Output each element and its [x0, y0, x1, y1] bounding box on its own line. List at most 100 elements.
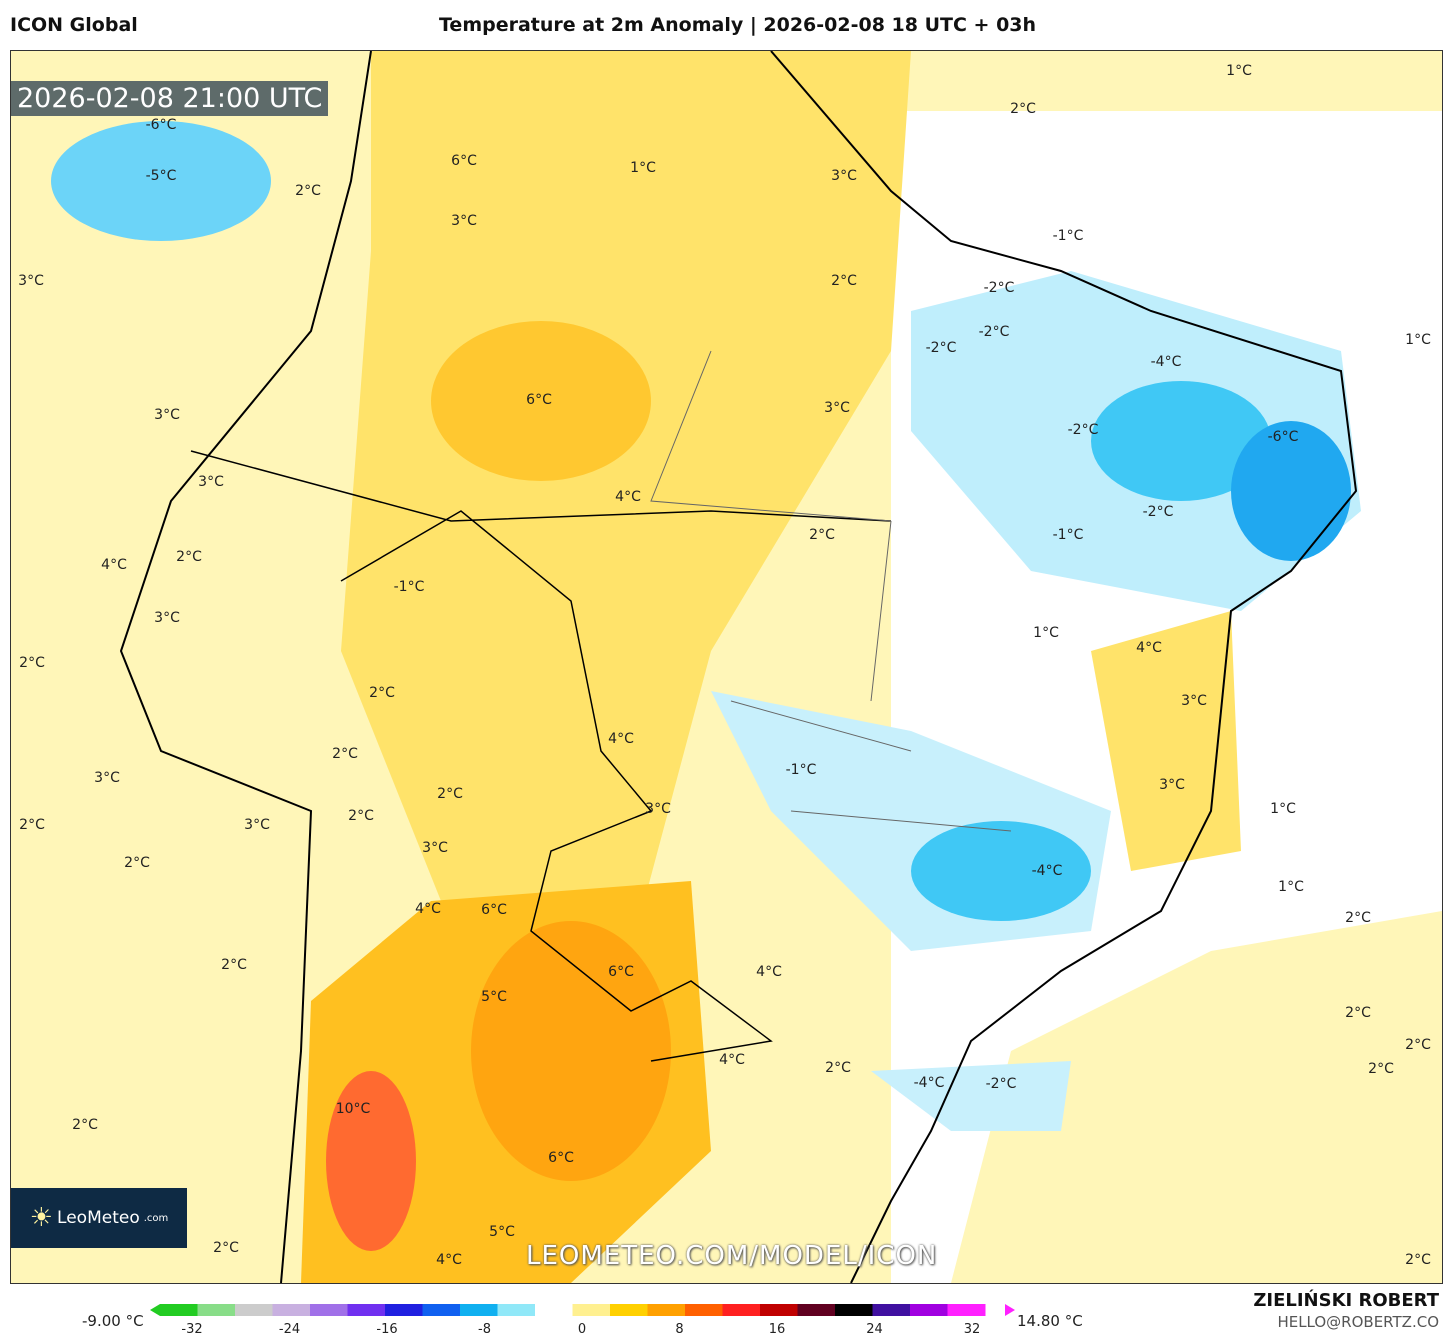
colorbar-segment — [910, 1304, 948, 1316]
colorbar-segment — [422, 1304, 461, 1316]
isotherm-label: 3°C — [645, 801, 671, 817]
isotherm-label: 2°C — [369, 685, 395, 701]
isotherm-label: 1°C — [1270, 801, 1296, 817]
isotherm-label: -1°C — [785, 762, 817, 778]
colorbar-arrow — [150, 1304, 160, 1316]
isotherm-label: 1°C — [630, 160, 656, 176]
isotherm-label: 1°C — [1033, 625, 1059, 641]
warm-core-north — [431, 321, 651, 481]
isotherm-label: 3°C — [94, 770, 120, 786]
isotherm-label: -6°C — [145, 117, 177, 133]
valid-time-label: 2026-02-08 21:00 UTC — [11, 81, 329, 116]
isotherm-label: 2°C — [19, 817, 45, 833]
isotherm-label: 2°C — [1368, 1061, 1394, 1077]
isotherm-label: -2°C — [1067, 422, 1099, 438]
colorbar-segment — [760, 1304, 798, 1316]
west-coastline — [119, 51, 372, 1283]
colorbar-segment — [872, 1304, 911, 1316]
isotherm-label: 2°C — [221, 957, 247, 973]
isotherm-label: -6°C — [1267, 429, 1299, 445]
colorbar-segment — [385, 1304, 423, 1316]
map-field — [11, 51, 1442, 1283]
colorbar-segment — [235, 1304, 273, 1316]
isotherm-label: 2°C — [124, 855, 150, 871]
isotherm-label: 2°C — [176, 549, 202, 565]
hot-spot-andes — [326, 1071, 416, 1251]
east-coastline — [770, 51, 1358, 1283]
isotherm-label: 3°C — [422, 840, 448, 856]
sun-icon: ☀ — [29, 1203, 54, 1233]
isotherm-label: 6°C — [608, 964, 634, 980]
isotherm-label: 3°C — [244, 817, 270, 833]
isotherm-label: 1°C — [1226, 63, 1252, 79]
colorbar-tick: -24 — [278, 1322, 301, 1337]
isotherm-label: 1°C — [1405, 332, 1431, 348]
colorbar-arrow — [1005, 1304, 1015, 1316]
isotherm-label: -4°C — [913, 1075, 945, 1091]
isotherm-label: -1°C — [1052, 228, 1084, 244]
isotherm-label: 4°C — [615, 489, 641, 505]
colorbar-tick: 32 — [963, 1322, 981, 1337]
colorbar-segment — [610, 1304, 648, 1316]
isotherm-label: 2°C — [348, 808, 374, 824]
colorbar-min: -9.00 °C — [82, 1312, 144, 1330]
colorbar-segment — [797, 1304, 836, 1316]
isotherm-label: -2°C — [1142, 504, 1174, 520]
warm-area-east-coast — [1091, 611, 1241, 871]
colorbar-segment — [647, 1304, 686, 1316]
isotherm-label: -2°C — [925, 340, 957, 356]
colorbar-segment — [347, 1304, 386, 1316]
isotherm-label: 6°C — [451, 153, 477, 169]
isotherm-label: -2°C — [978, 324, 1010, 340]
isotherm-label: 6°C — [548, 1150, 574, 1166]
colorbar-segment — [572, 1304, 611, 1316]
colorbar-segment — [497, 1304, 536, 1316]
isotherm-label: 3°C — [451, 213, 477, 229]
isotherm-label: 2°C — [831, 273, 857, 289]
isotherm-label: 2°C — [332, 746, 358, 762]
model-name: ICON Global — [10, 14, 138, 36]
colorbar-segment — [947, 1304, 986, 1316]
isotherm-label: 3°C — [831, 168, 857, 184]
isotherm-label: 3°C — [154, 407, 180, 423]
isotherm-label: 4°C — [101, 557, 127, 573]
isotherm-label: 2°C — [809, 527, 835, 543]
watermark: LEOMETEO.COM/MODEL/ICON — [526, 1241, 938, 1271]
isotherm-label: 5°C — [489, 1224, 515, 1240]
state-borders — [650, 350, 1012, 832]
isotherm-label: 3°C — [18, 273, 44, 289]
cold-core-northeast-1 — [1091, 381, 1271, 501]
isotherm-label: 6°C — [526, 392, 552, 408]
colorbar-tick: -16 — [376, 1322, 398, 1337]
map-title: Temperature at 2m Anomaly | 2026-02-08 1… — [439, 14, 1037, 36]
isotherm-label: -4°C — [1150, 354, 1182, 370]
logo-text: LeoMeteo — [57, 1208, 140, 1228]
isotherm-label: 2°C — [1345, 910, 1371, 926]
anomaly-map[interactable]: 2026-02-08 21:00 UTC 1°C 2°C -6°C 6°C 1°C 3°C… — [10, 50, 1443, 1284]
colorbar-segment — [197, 1304, 236, 1316]
isotherm-label: 3°C — [1159, 777, 1185, 793]
country-borders — [190, 450, 892, 1062]
logo-suffix: .com — [143, 1212, 169, 1224]
isotherm-label: 2°C — [213, 1240, 239, 1256]
isotherm-label: 2°C — [295, 183, 321, 199]
colorbar-tick: -8 — [478, 1322, 491, 1337]
isotherm-label: 3°C — [1181, 693, 1207, 709]
leometeo-logo[interactable]: ☀ LeoMeteo .com — [11, 1188, 187, 1248]
isotherm-label: 4°C — [1136, 640, 1162, 656]
colorbar-tick: 24 — [866, 1322, 883, 1337]
isotherm-label: 2°C — [72, 1117, 98, 1133]
amazon-warm-area — [341, 51, 911, 951]
author-name: ZIELIŃSKI ROBERT — [1253, 1290, 1439, 1311]
isotherm-label: 3°C — [824, 400, 850, 416]
isotherm-label: 4°C — [756, 964, 782, 980]
isotherm-label: 2°C — [1345, 1005, 1371, 1021]
isotherm-label: 4°C — [415, 901, 441, 917]
cold-area-colombia — [51, 121, 271, 241]
isotherm-label: 10°C — [335, 1101, 371, 1117]
colorbar-segment — [722, 1304, 761, 1316]
colorbar-segment — [835, 1304, 873, 1316]
isotherm-label: 6°C — [481, 902, 507, 918]
author-email[interactable]: HELLO@ROBERTZ.CO — [1277, 1313, 1439, 1331]
colorbar-tick: 16 — [768, 1322, 786, 1337]
